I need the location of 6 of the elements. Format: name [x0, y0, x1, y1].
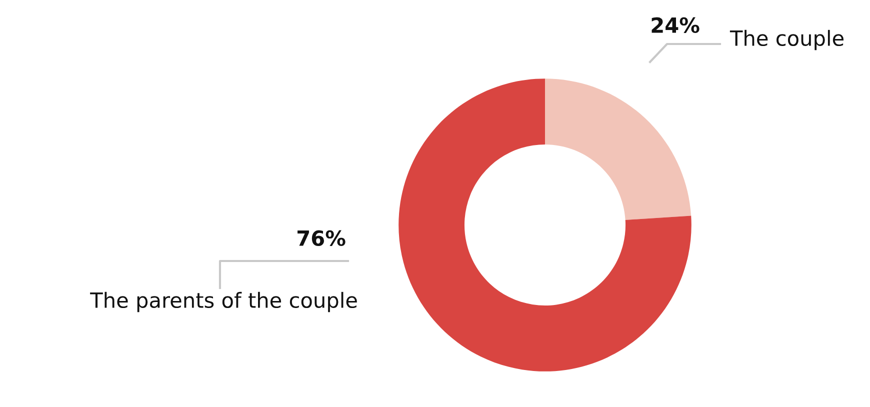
donut-slice [398, 78, 692, 372]
data-label: 24% [652, 17, 700, 34]
slice-label: The parents of the couple [90, 292, 357, 312]
slice-label: The couple [730, 30, 844, 50]
data-label: 76% [298, 230, 346, 246]
donut-slice [545, 78, 692, 220]
